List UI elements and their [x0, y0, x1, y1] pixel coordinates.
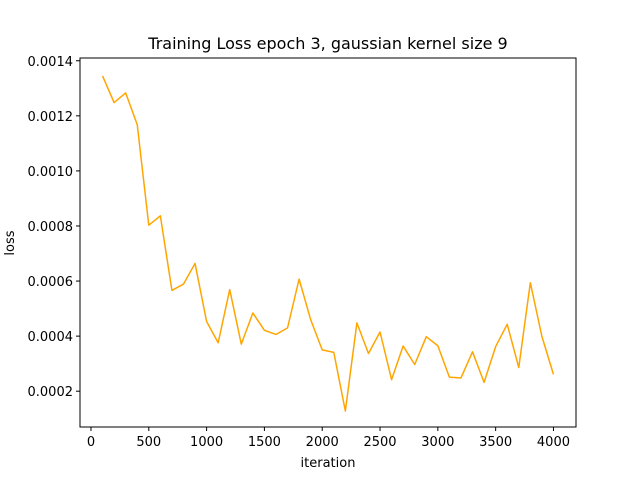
y-axis: 0.0002 0.0004 0.0006 0.0008 0.0010 0.0012 0.00… — [28, 55, 80, 400]
y-tick-label: 0.0006 — [28, 275, 74, 290]
y-tick-label: 0.0012 — [28, 110, 74, 125]
y-tick-label: 0.0010 — [28, 165, 74, 180]
x-tick-label: 2500 — [363, 435, 396, 450]
y-tick-label: 0.0014 — [28, 55, 74, 70]
x-axis-label: iteration — [301, 456, 356, 471]
x-tick-label: 500 — [136, 435, 161, 450]
x-axis: 0 500 1000 1500 2000 2500 3000 3500 4000 — [87, 427, 570, 450]
x-tick-label: 1500 — [248, 435, 281, 450]
y-axis-label: loss — [3, 230, 18, 255]
x-tick-label: 2000 — [306, 435, 339, 450]
x-tick-label: 3500 — [479, 435, 512, 450]
y-tick-label: 0.0002 — [28, 385, 74, 400]
loss-series-line — [101, 75, 555, 412]
y-tick-label: 0.0004 — [28, 330, 74, 345]
chart-title: Training Loss epoch 3, gaussian kernel s… — [147, 34, 507, 53]
plot-area — [79, 57, 577, 428]
x-tick-label: 1000 — [190, 435, 223, 450]
x-tick-label: 4000 — [537, 435, 570, 450]
plot-frame — [79, 57, 577, 428]
x-tick-label: 3000 — [421, 435, 454, 450]
y-tick-label: 0.0008 — [28, 220, 74, 235]
x-tick-label: 0 — [87, 435, 95, 450]
